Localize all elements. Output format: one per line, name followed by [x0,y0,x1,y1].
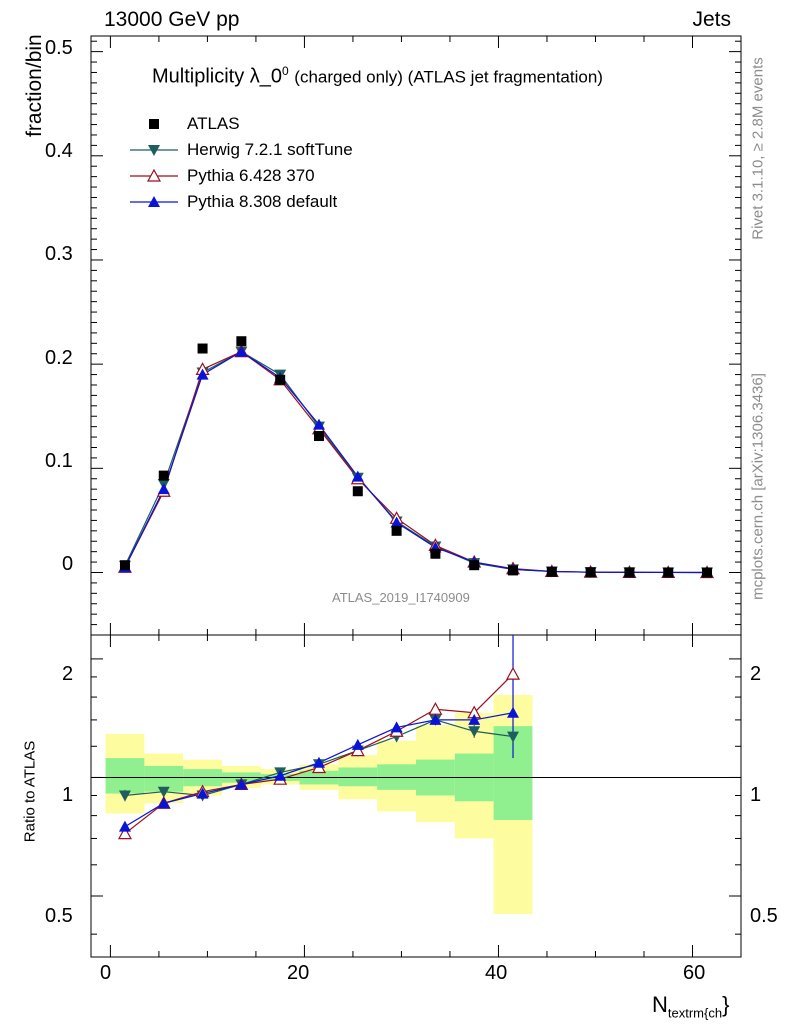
ratio-data-point [350,743,365,757]
atlas-data-point [391,525,402,536]
legend-label-pythia8: Pythia 8.308 default [187,192,338,211]
atlas-data-point [352,486,363,497]
data-point [157,483,170,495]
atlas-data-point [585,567,596,578]
y-tick-label: 0.2 [45,347,73,369]
plot-title-main: Multiplicity λ_0 [152,65,283,88]
x-tick-label: 20 [287,962,310,984]
atlas-data-point [469,560,480,571]
ratio-data-point [312,756,325,768]
ratio-data-point [507,706,520,718]
data-point [390,516,403,528]
x-tick-label: 60 [683,962,706,984]
plot-title: Multiplicity λ_00 (charged only) (ATLAS … [152,64,603,89]
series-line [124,350,708,574]
uncertainty-bands [105,694,533,915]
ratio-data-point [468,726,481,738]
atlas-data-point [275,374,286,385]
ratio-data-point [429,713,442,725]
x-axis-label-subscript: textrm{ch [667,1005,723,1021]
x-axis-label: Ntextrm{ch} [652,992,729,1020]
y-tick-label: 0 [62,553,74,575]
ratio-data-point [118,820,131,832]
x-tick-label: 0 [100,962,112,984]
analysis-id-label: ATLAS_2019_I1740909 [332,590,470,605]
plot-frames [90,35,742,958]
ratio-data-point [468,713,481,725]
axis-ticks [91,36,741,957]
ratio-data-point [351,738,364,750]
ratio-data-point [428,701,443,715]
atlas-data-point [663,567,674,578]
stat-uncertainty-band [105,758,145,794]
plot-title-tail: (charged only) (ATLAS jet fragmentation) [294,67,603,87]
atlas-data-point [197,343,208,354]
rivet-version-label: Rivet 3.1.10, ≥ 2.8M events [749,57,767,240]
mcplots-reference-label: mcplots.cern.ch [arXiv:1306.3436] [749,373,767,600]
ratio-data-point [196,787,209,799]
ratio-data-point [157,797,170,809]
atlas-data-point [508,565,519,576]
ratio-tick-label-left: 1 [62,784,74,806]
atlas-data-point [119,560,130,571]
y-tick-label: 0.3 [45,243,73,265]
ratio-y-axis-label: Ratio to ATLAS [21,740,39,843]
data-point [196,368,209,380]
ratio-tick-label-right: 1 [750,784,762,806]
ratio-data-point [390,721,403,733]
atlas-data-point [702,567,713,578]
ratio-data-point [506,666,521,680]
ratio-data-point [274,769,287,781]
data-point [312,418,325,430]
ratio-tick-label-left: 0.5 [45,905,73,927]
y-tick-label: 0.1 [45,450,73,472]
legend-label-herwig: Herwig 7.2.1 softTune [187,140,353,159]
y-tick-label: 0.4 [45,140,73,162]
y-tick-label: 0.5 [45,37,73,59]
ratio-data-point [157,786,170,798]
data-point [351,470,364,482]
header-process-label: Jets [692,8,731,31]
legend-marker [149,119,159,129]
ratio-data-point [117,826,132,840]
ratio-tick-label-left: 2 [62,663,74,685]
atlas-data-point [430,548,441,559]
ratio-tick-label-right: 0.5 [750,905,778,927]
ratio-data-point [235,778,248,790]
legend-marker [148,196,160,207]
header-energy-label: 13000 GeV pp [104,8,240,31]
data-point [235,345,248,357]
ratio-data-point [507,731,520,743]
ratio-plot-frame [90,634,742,958]
plot-title-superscript: 0 [282,64,289,78]
x-axis-label-close: } [722,992,730,1017]
ratio-tick-label-right: 2 [750,663,762,685]
legend-marker [148,145,160,156]
x-tick-label: 40 [485,962,508,984]
atlas-data-point [624,567,635,578]
legend-label-pythia6: Pythia 6.428 370 [187,166,315,185]
legend-label-atlas: ATLAS [187,114,240,133]
data-series [117,336,715,840]
legend-marker [146,168,162,182]
series-line [124,350,708,574]
atlas-data-point [313,431,324,442]
atlas-data-point [158,470,169,481]
y-axis-label: fraction/bin [23,34,46,137]
x-axis-label-main: N [652,992,668,1017]
series-line [124,350,708,574]
atlas-data-point [546,566,557,577]
stat-uncertainty-band [338,767,378,787]
legend [130,119,178,207]
ratio-data-point [118,790,131,802]
atlas-data-point [236,336,247,347]
